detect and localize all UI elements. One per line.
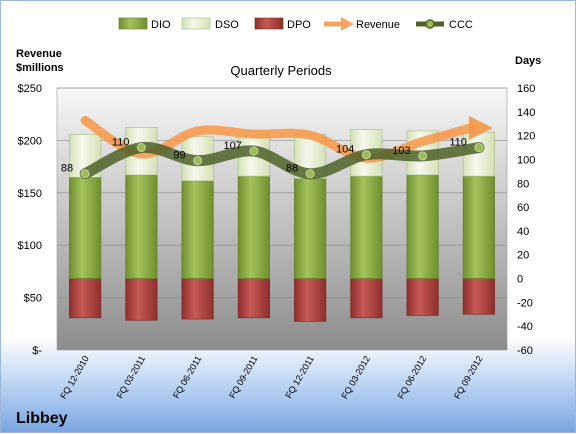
bar-dpo bbox=[294, 278, 327, 322]
x-tick-label: FQ 06-2011 bbox=[171, 354, 203, 400]
bar-dio bbox=[125, 174, 158, 279]
ccc-marker bbox=[305, 169, 315, 179]
revenue-arrowhead bbox=[468, 115, 493, 140]
x-tick-label: FQ 06-2012 bbox=[396, 354, 429, 401]
y-left-label-line2: $millions bbox=[16, 62, 64, 74]
bar-dio bbox=[294, 178, 327, 279]
legend-swatch-dio bbox=[118, 17, 148, 30]
bar-dpo bbox=[237, 278, 270, 319]
x-tick-label: FQ 09-2012 bbox=[452, 354, 485, 401]
y-left-tick-label: $- bbox=[32, 345, 42, 357]
point-labels: 88 110 99 107 88 104 103 110 bbox=[61, 137, 467, 175]
y-left-tick-label: $200 bbox=[18, 135, 42, 147]
y-right-tick-label: 80 bbox=[517, 178, 529, 190]
bar-dpo bbox=[350, 278, 383, 319]
y-left-tick-label: $100 bbox=[18, 240, 42, 252]
chart-title: Quarterly Periods bbox=[230, 63, 332, 78]
y-left-label-line1: Revenue bbox=[16, 48, 62, 60]
legend-label-revenue: Revenue bbox=[356, 19, 400, 31]
ccc-value-label: 110 bbox=[449, 137, 467, 149]
ccc-value-label: 88 bbox=[61, 163, 73, 175]
bar-dio bbox=[406, 174, 439, 279]
bar-dio bbox=[350, 175, 383, 279]
bar-dpo bbox=[406, 278, 439, 316]
y-right-tick-label: 60 bbox=[517, 202, 529, 214]
lines bbox=[79, 115, 493, 180]
legend: DIO DSO DPO Revenue CCC bbox=[118, 17, 473, 31]
ccc-value-label: 107 bbox=[224, 140, 242, 152]
y-right-tick-label: 160 bbox=[517, 83, 535, 95]
x-tick-label: FQ 03-2012 bbox=[339, 354, 372, 401]
bar-dio bbox=[181, 180, 214, 279]
bars bbox=[69, 127, 495, 322]
right-axis-ticks: -60 -40 -20 0 20 40 60 80 100 120 140 160 bbox=[517, 83, 535, 357]
y-left-tick-label: $50 bbox=[24, 293, 42, 305]
y-right-tick-label: -40 bbox=[517, 321, 533, 333]
bar-dpo bbox=[125, 278, 158, 321]
legend-label-dso: DSO bbox=[215, 19, 239, 31]
ccc-value-label: 88 bbox=[286, 163, 298, 175]
x-tick-label: FQ 12-2011 bbox=[284, 354, 316, 400]
bar-dio bbox=[69, 177, 102, 279]
y-right-tick-label: 20 bbox=[517, 250, 529, 262]
y-right-tick-label: -20 bbox=[517, 297, 533, 309]
company-name: Libbey bbox=[16, 410, 68, 427]
ccc-value-label: 103 bbox=[392, 145, 410, 157]
ccc-value-label: 99 bbox=[173, 150, 185, 162]
ccc-marker bbox=[136, 143, 146, 153]
legend-swatch-dso bbox=[181, 17, 211, 30]
bar-dpo bbox=[462, 278, 495, 315]
plot-area bbox=[56, 87, 508, 351]
ccc-marker bbox=[361, 150, 371, 160]
ccc-marker bbox=[80, 169, 90, 179]
y-right-tick-label: 120 bbox=[517, 131, 535, 143]
left-axis-ticks: $- $50 $100 $150 $200 $250 bbox=[18, 83, 43, 357]
revenue-line bbox=[80, 115, 476, 163]
y-left-tick-label: $250 bbox=[18, 83, 42, 95]
bar-dpo bbox=[69, 278, 102, 319]
ccc-marker bbox=[418, 151, 428, 161]
legend-label-dio: DIO bbox=[151, 19, 171, 31]
y-right-label: Days bbox=[515, 55, 541, 67]
x-tick-label: FQ 03-2011 bbox=[115, 354, 147, 400]
x-tick-label: FQ 12-2010 bbox=[58, 354, 91, 401]
y-right-tick-label: 0 bbox=[517, 274, 523, 286]
ccc-marker bbox=[249, 146, 259, 156]
x-tick-label: FQ 09-2011 bbox=[227, 354, 259, 400]
bar-dio bbox=[237, 175, 270, 279]
bar-dpo bbox=[181, 278, 214, 320]
ccc-line bbox=[79, 141, 485, 180]
ccc-value-label: 104 bbox=[336, 144, 354, 156]
y-right-tick-label: 100 bbox=[517, 154, 535, 166]
legend-label-ccc: CCC bbox=[449, 19, 473, 31]
legend-arrow-icon bbox=[324, 17, 354, 31]
legend-label-dpo: DPO bbox=[287, 19, 311, 31]
y-left-tick-label: $150 bbox=[18, 188, 42, 200]
ccc-marker bbox=[474, 143, 484, 153]
x-axis-ticks: FQ 12-2010 FQ 03-2011 FQ 06-2011 FQ 09-2011… bbox=[58, 354, 484, 401]
ccc-marker bbox=[193, 156, 203, 166]
y-right-tick-label: -60 bbox=[517, 345, 533, 357]
bar-dio bbox=[462, 175, 495, 279]
y-right-tick-label: 40 bbox=[517, 226, 529, 238]
y-right-tick-label: 140 bbox=[517, 107, 535, 119]
legend-swatch-dpo bbox=[254, 17, 284, 30]
legend-ccc-icon bbox=[416, 19, 444, 29]
ccc-value-label: 110 bbox=[112, 137, 130, 149]
